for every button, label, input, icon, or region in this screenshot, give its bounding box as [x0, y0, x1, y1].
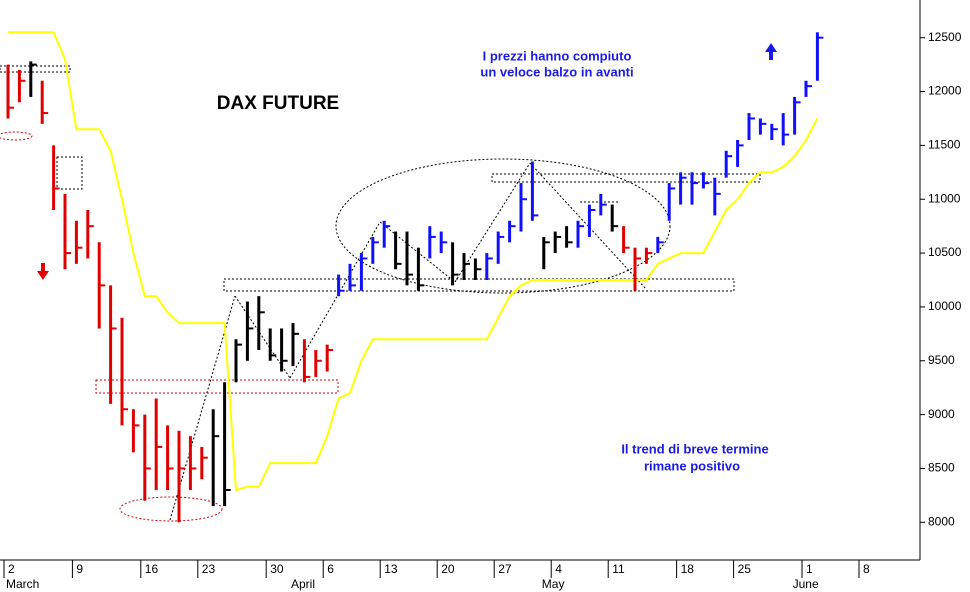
month-label: April — [291, 577, 315, 591]
y-tick-label: 11500 — [928, 138, 961, 152]
x-tick-label: 25 — [738, 562, 752, 576]
x-tick-label: 27 — [498, 562, 512, 576]
y-tick-label: 12500 — [928, 30, 962, 44]
y-tick-label: 8500 — [928, 461, 955, 475]
x-tick-label: 16 — [145, 562, 159, 576]
x-tick-label: 1 — [806, 562, 813, 576]
y-tick-label: 10500 — [928, 245, 962, 259]
x-tick-label: 18 — [681, 562, 695, 576]
x-tick-label: 6 — [327, 562, 334, 576]
x-tick-label: 2 — [8, 562, 15, 576]
x-tick-label: 20 — [441, 562, 455, 576]
y-tick-label: 8000 — [928, 514, 955, 528]
y-tick-label: 10000 — [928, 299, 962, 313]
x-tick-label: 30 — [270, 562, 284, 576]
y-tick-label: 12000 — [928, 84, 962, 98]
chart-title: DAX FUTURE — [217, 93, 339, 114]
x-tick-label: 23 — [202, 562, 216, 576]
y-tick-label: 9500 — [928, 353, 955, 367]
x-tick-label: 4 — [555, 562, 562, 576]
month-label: June — [793, 577, 819, 591]
x-tick-label: 11 — [612, 562, 625, 576]
x-tick-label: 8 — [863, 562, 870, 576]
month-label: May — [542, 577, 565, 591]
x-tick-label: 13 — [384, 562, 398, 576]
y-tick-label: 9000 — [928, 407, 955, 421]
stop-line — [8, 31, 819, 492]
x-tick-label: 9 — [76, 562, 83, 576]
decorations — [0, 43, 777, 522]
annotation: I prezzi hanno compiuto — [483, 48, 632, 63]
annotation: Il trend di breve termine — [621, 441, 768, 456]
month-label: March — [6, 577, 39, 591]
annotation: rimane positivo — [644, 458, 740, 473]
annotation: un veloce balzo in avanti — [480, 64, 633, 79]
y-tick-label: 11000 — [928, 191, 961, 205]
